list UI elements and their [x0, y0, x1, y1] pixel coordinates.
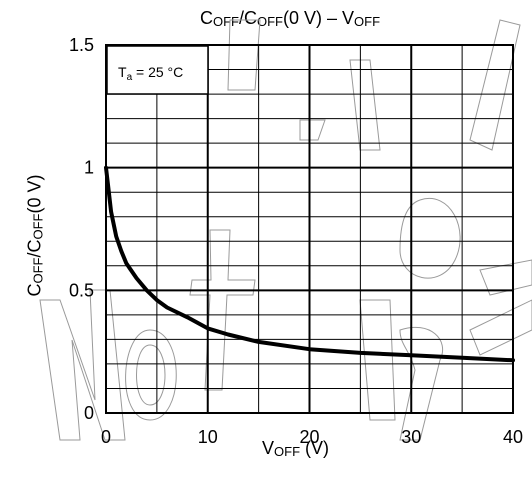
annotation-text: Ta = 25 °C: [118, 64, 183, 83]
watermark-outline: [39, 289, 126, 441]
x-tick-label: 0: [101, 427, 111, 447]
x-tick-label: 40: [503, 427, 523, 447]
watermark-outline: [125, 329, 177, 421]
watermark-outline: [469, 19, 521, 151]
plot-border: [105, 44, 514, 414]
watermark-outline: [479, 259, 532, 296]
watermark-outline: [349, 59, 381, 151]
x-tick-label: 30: [401, 427, 421, 447]
series-line: [104, 165, 515, 363]
watermark-outline: [469, 299, 532, 356]
watermark-outline: [299, 119, 326, 141]
y-tick-label: 0.5: [69, 280, 94, 300]
x-tick-label: 20: [299, 427, 319, 447]
y-tick-label: 1: [84, 158, 94, 178]
watermark-outline: [399, 326, 444, 441]
chart-title: COFF/COFF(0 V) – VOFF: [200, 8, 381, 29]
watermark-outline: [227, 19, 261, 91]
y-tick-label: 0: [84, 403, 94, 423]
y-tick-label: 1.5: [69, 35, 94, 55]
x-axis-label: VOFF (V): [262, 438, 330, 459]
watermark-outline: [399, 197, 461, 279]
y-axis-label: COFF/COFF(0 V): [24, 174, 46, 297]
x-tick-label: 10: [198, 427, 218, 447]
watermark-outline: [359, 299, 396, 421]
watermark-outline: [189, 229, 256, 391]
